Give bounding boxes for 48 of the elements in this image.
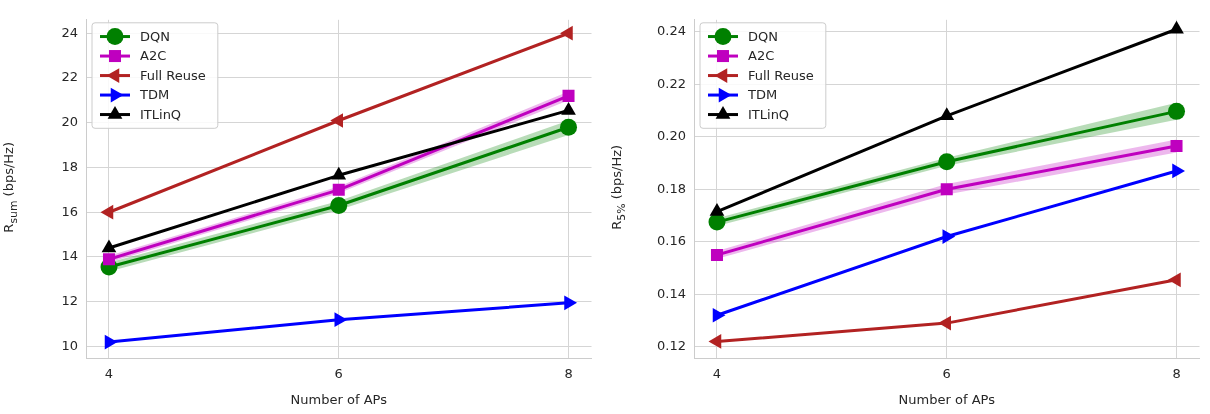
y-tick-label: 12 [61,293,78,309]
legend-label: ITLinQ [140,106,182,122]
x-axis-title: Number of APs [898,391,996,407]
x-tick-label: 6 [942,365,951,381]
point [1170,140,1183,153]
y-tick-label: 24 [61,24,78,40]
point [938,153,956,171]
point [330,197,348,215]
legend-label: A2C [748,48,775,64]
x-tick-label: 4 [104,365,114,381]
x-tick-label: 4 [712,365,722,381]
x-tick-label: 8 [1172,365,1181,381]
y-tick-label: 0.18 [657,180,686,196]
y-tick-label: 22 [61,69,78,85]
legend-label: Full Reuse [748,67,814,83]
x-axis-title: Number of APs [290,391,388,407]
y-tick-label: 16 [61,203,78,219]
legend-label: TDM [747,87,778,103]
y-tick-label: 20 [61,114,78,130]
legend-label: Full Reuse [140,67,206,83]
legend-label: A2C [140,48,167,64]
y-tick-label: 18 [61,158,78,174]
y-tick-label: 14 [61,248,78,264]
point [332,183,345,196]
legend-label: DQN [140,28,170,44]
y-tick-label: 0.22 [657,75,686,91]
y-tick-label: 0.20 [657,128,686,144]
point [562,89,575,102]
y-tick-label: 0.12 [657,338,686,354]
point [708,334,722,349]
point [100,204,114,220]
legend-label: ITLinQ [748,106,790,122]
legend-label: TDM [139,87,170,103]
point [101,239,117,253]
y-tick-label: 0.14 [657,285,686,301]
x-tick-label: 6 [334,365,343,381]
point [102,253,115,266]
point [709,203,725,216]
point [560,118,578,136]
point [1168,102,1186,120]
x-tick-label: 8 [564,365,573,381]
point [1169,20,1184,34]
y-tick-label: 0.24 [657,23,686,39]
point [710,248,723,261]
point [939,107,955,121]
legend-label: DQN [748,28,778,44]
y-tick-label: 10 [61,337,78,353]
y-tick-label: 0.16 [657,233,686,249]
